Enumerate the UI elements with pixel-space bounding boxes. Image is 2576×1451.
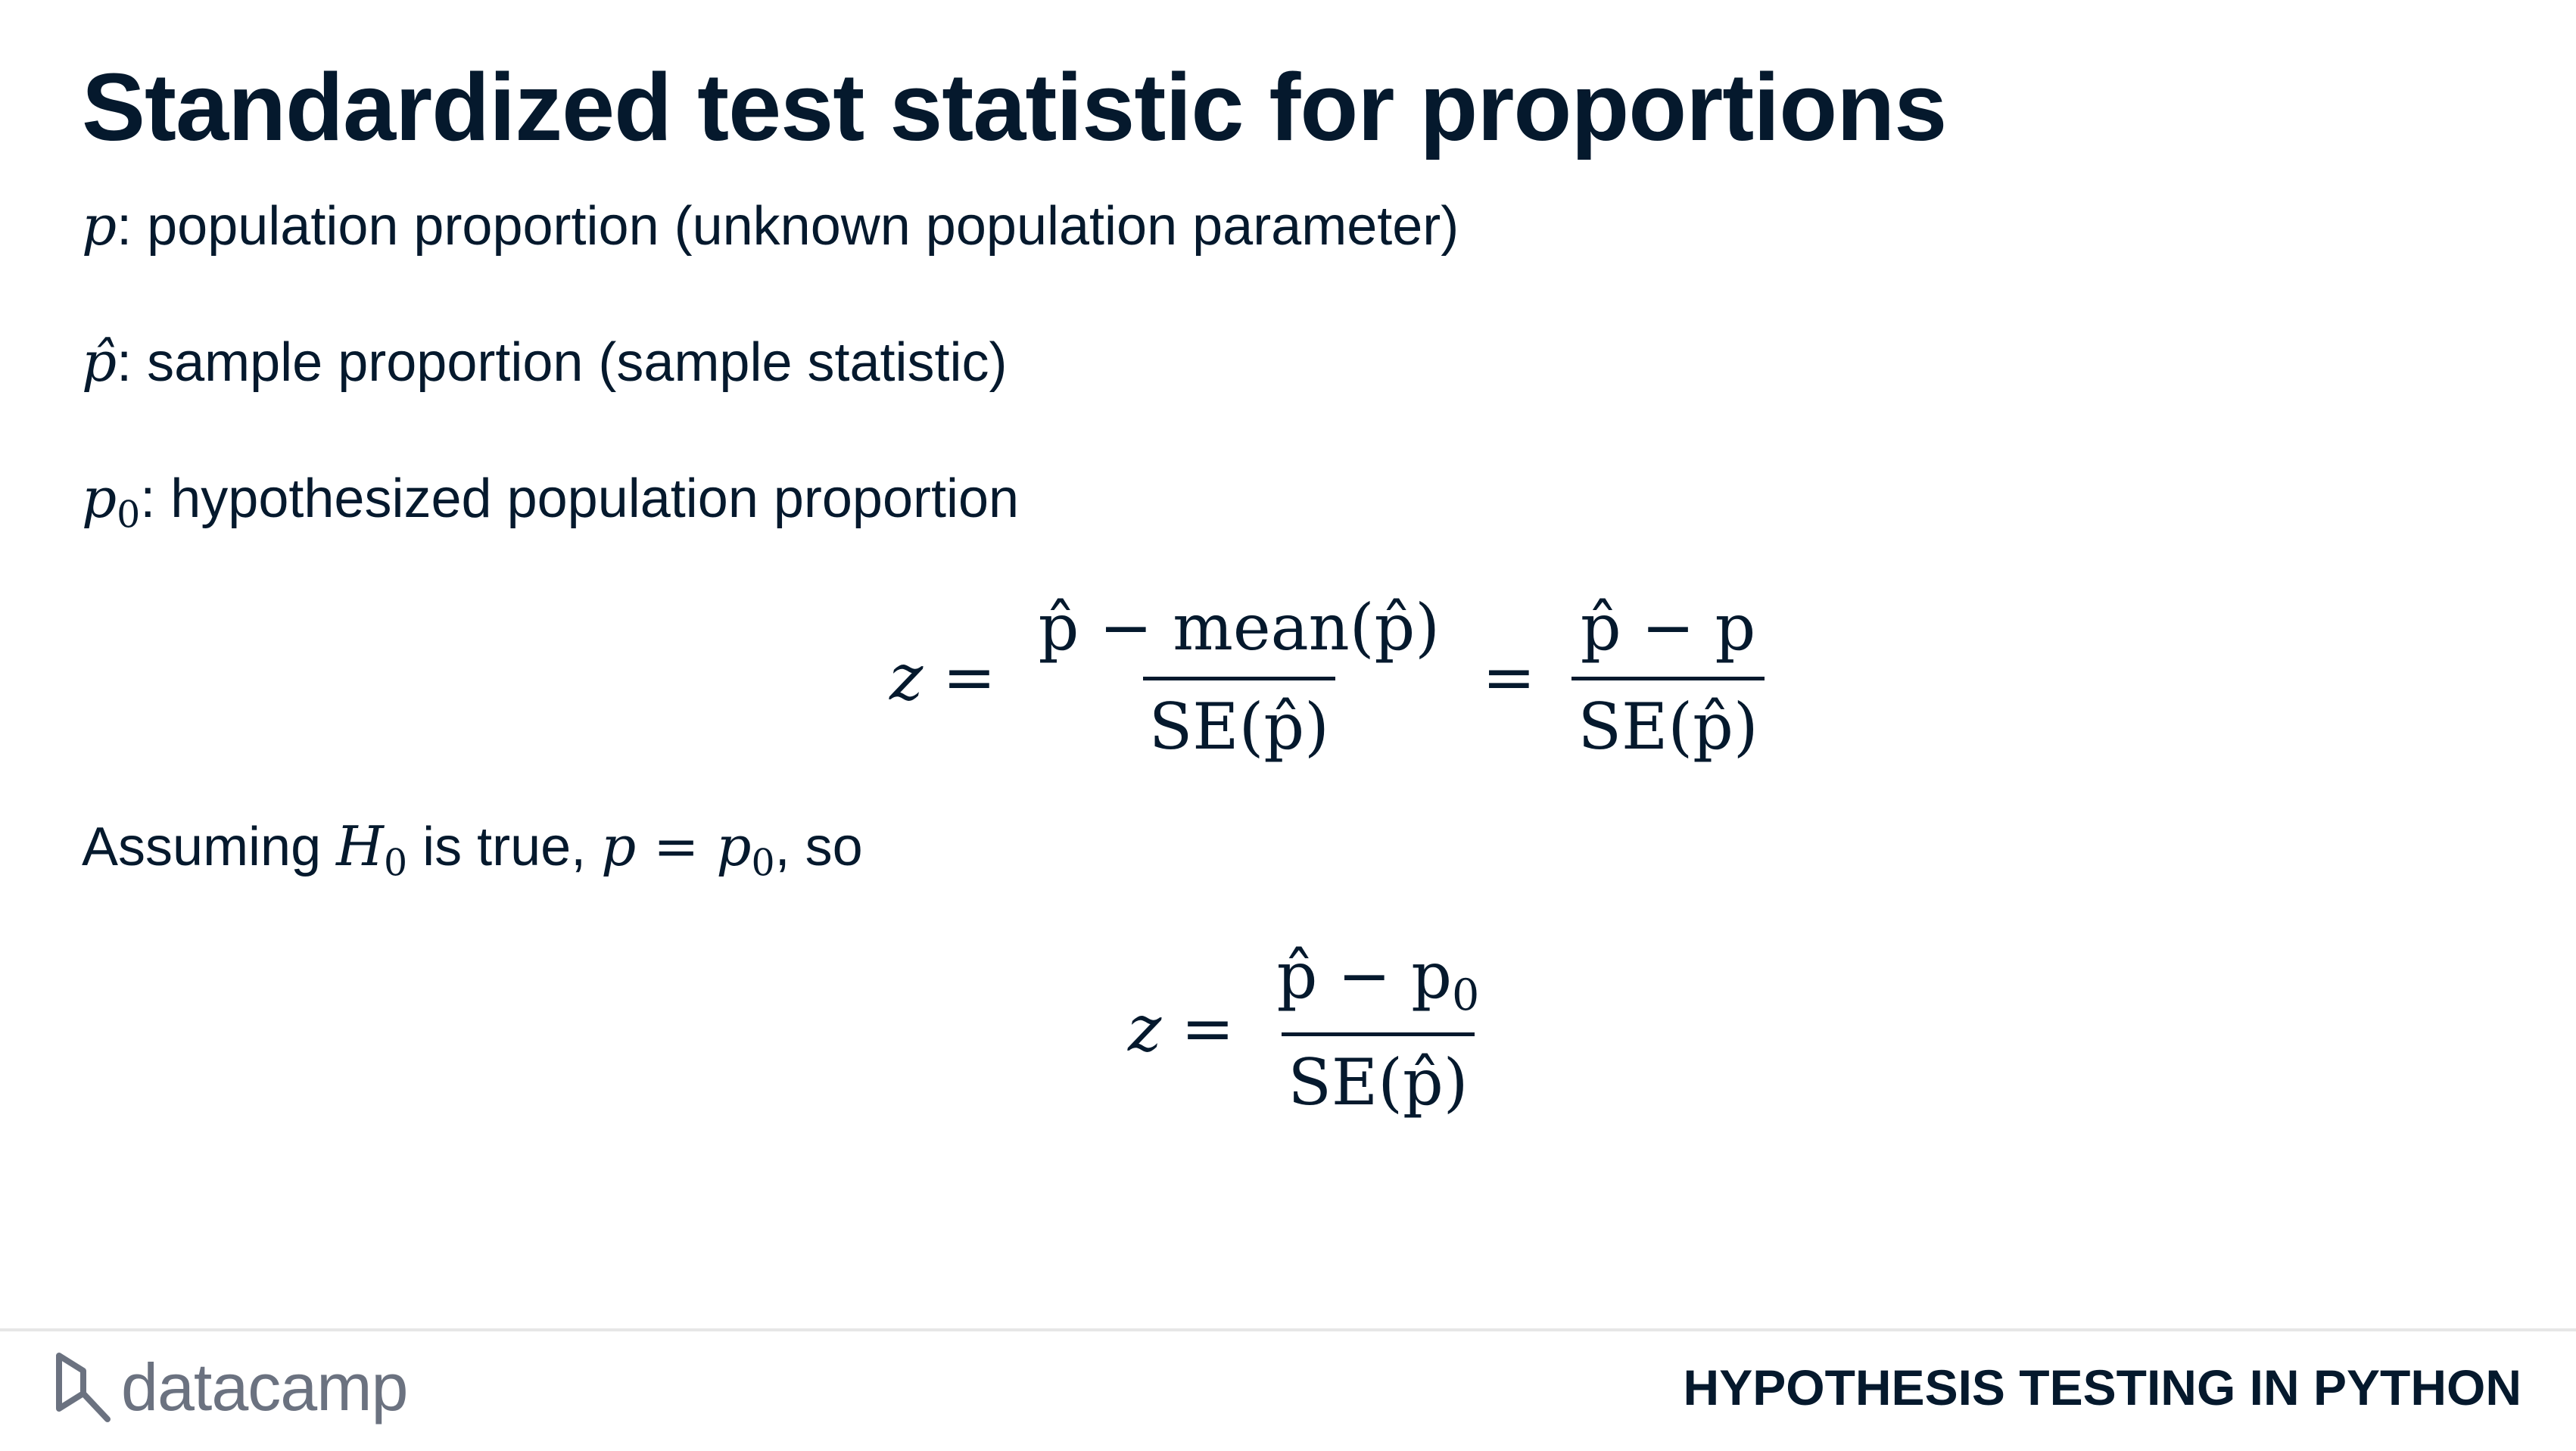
eq1-lhs: z <box>889 640 924 715</box>
eq2-numerator-text: p̂ − p <box>1276 939 1452 1013</box>
datacamp-logo: datacamp <box>53 1346 408 1429</box>
eq2-denominator: SE(p̂) <box>1282 1032 1475 1119</box>
brand-name: datacamp <box>121 1350 408 1425</box>
definition-text: : sample proportion (sample statistic) <box>117 332 1008 393</box>
eq2-numerator: p̂ − p0 <box>1271 939 1486 1032</box>
eq2-fraction: p̂ − p0 SE(p̂) <box>1271 939 1486 1119</box>
assumption-line: Assuming H0 is true, p = p0, so <box>82 819 863 883</box>
eq1-equals: = <box>942 640 996 715</box>
eq2-equals: = <box>1181 992 1235 1066</box>
symbol-h: H <box>336 814 384 878</box>
definition-sample-proportion: p̂: sample proportion (sample statistic) <box>82 335 1008 390</box>
footer-divider <box>0 1328 2576 1331</box>
definition-text: : hypothesized population proportion <box>140 469 1020 529</box>
slide-title: Standardized test statistic for proporti… <box>82 54 1947 160</box>
definition-hypothesized-proportion: p0: hypothesized population proportion <box>82 471 1019 534</box>
equals-sign: = <box>636 814 717 878</box>
eq1-frac1-denominator: SE(p̂) <box>1142 677 1335 764</box>
eq2-numerator-subscript: 0 <box>1451 970 1480 1020</box>
symbol-p0: p <box>82 466 117 530</box>
eq1-fraction-2: p̂ − p SE(p̂) <box>1571 590 1765 764</box>
definition-text: : population proportion (unknown populat… <box>117 196 1459 257</box>
symbol-p: p <box>82 194 117 257</box>
eq1-equals-2: = <box>1482 640 1536 715</box>
eq1-frac1-numerator: p̂ − mean(p̂) <box>1038 590 1441 665</box>
assumption-lead: Assuming <box>82 817 337 877</box>
subscript-zero: 0 <box>117 493 141 537</box>
assumption-tail: , so <box>774 817 863 877</box>
course-title: HYPOTHESIS TESTING IN PYTHON <box>1683 1359 2521 1415</box>
eq1-frac2-denominator: SE(p̂) <box>1571 677 1765 764</box>
assumption-mid: is true, <box>407 817 602 877</box>
datacamp-logo-icon <box>56 1353 111 1422</box>
h-subscript: 0 <box>383 841 408 885</box>
eq2-lhs: z <box>1128 992 1162 1066</box>
eq1-fraction-1: p̂ − mean(p̂) SE(p̂) <box>1033 590 1446 764</box>
equation-z-proportion: z = p̂ − p0 SE(p̂) <box>1128 939 1502 1119</box>
symbol-p0: p <box>716 814 752 878</box>
eq1-frac2-numerator: p̂ − p <box>1580 590 1756 665</box>
p0-subscript: 0 <box>751 841 775 885</box>
equation-z-general: z = p̂ − mean(p̂) SE(p̂) = p̂ − p SE(p̂) <box>889 590 1781 764</box>
symbol-p-hat: p̂ <box>82 330 117 394</box>
symbol-p: p <box>601 814 637 878</box>
definition-population-proportion: p: population proportion (unknown popula… <box>82 198 1459 254</box>
